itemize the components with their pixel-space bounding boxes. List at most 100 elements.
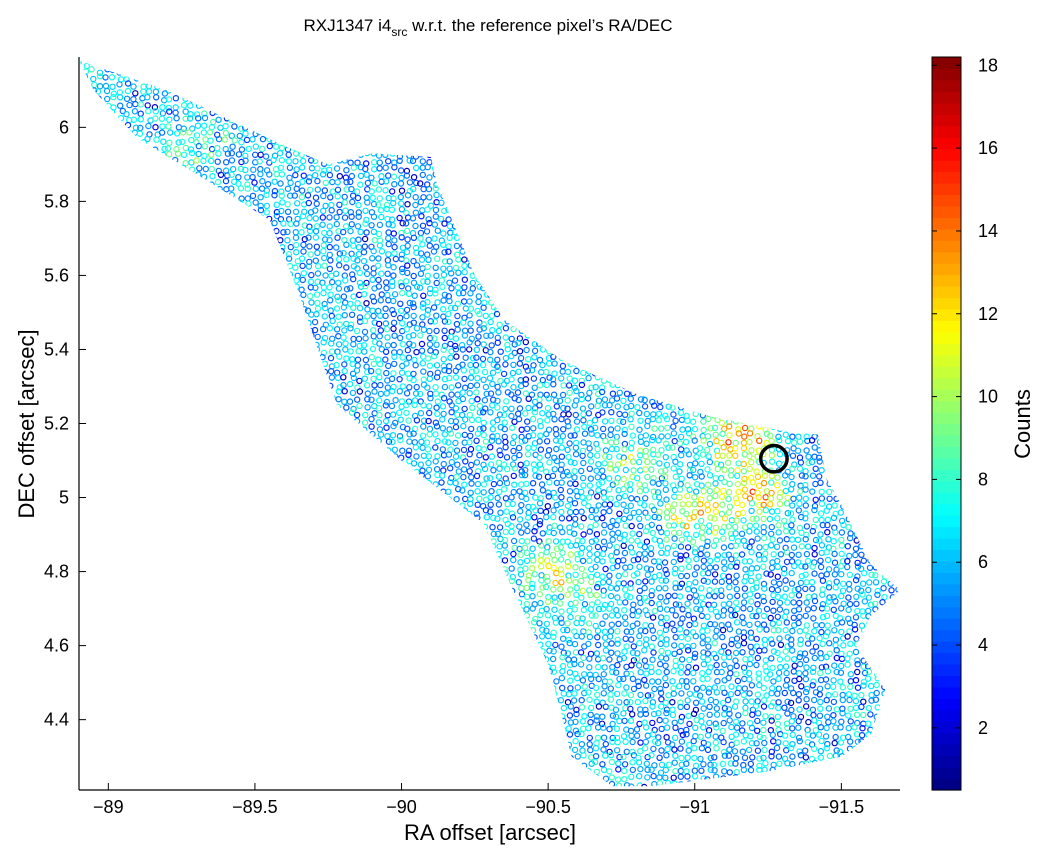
data-point (152, 257, 159, 264)
data-point (525, 243, 532, 250)
data-point (305, 319, 312, 327)
data-point (649, 227, 656, 234)
data-point (578, 75, 586, 82)
data-point (852, 276, 860, 283)
data-point (761, 60, 769, 68)
data-point (887, 67, 894, 75)
data-point (581, 249, 588, 256)
data-point (536, 249, 543, 256)
data-point (893, 111, 900, 118)
data-point (369, 276, 376, 283)
data-point (131, 278, 138, 285)
data-point (439, 115, 447, 123)
data-point (91, 96, 98, 103)
data-point (790, 320, 798, 327)
data-point (606, 114, 613, 122)
data-point (824, 286, 831, 293)
data-point (621, 207, 629, 214)
data-point (615, 81, 623, 89)
data-point (720, 229, 727, 236)
data-point (784, 89, 791, 97)
data-point (245, 332, 252, 340)
data-point (511, 181, 518, 189)
data-point (864, 286, 872, 294)
data-point (341, 75, 348, 83)
data-point (672, 304, 680, 311)
data-point (377, 206, 385, 214)
data-point (397, 167, 405, 174)
data-point (144, 61, 152, 68)
data-point (663, 108, 671, 116)
data-point (249, 292, 257, 299)
data-point (159, 82, 167, 89)
data-point (439, 173, 446, 181)
data-point (361, 88, 369, 95)
data-point (279, 104, 286, 111)
data-point (487, 292, 494, 299)
data-point (816, 94, 824, 102)
data-point (299, 104, 306, 112)
data-point (459, 174, 467, 181)
data-point (455, 192, 462, 200)
data-point (845, 170, 852, 178)
data-point (886, 110, 893, 118)
data-point (336, 250, 343, 257)
data-point (636, 272, 643, 280)
data-point (887, 186, 894, 193)
data-point (110, 136, 117, 143)
data-point (810, 221, 817, 229)
data-point (293, 166, 300, 173)
data-point (89, 341, 97, 349)
data-point (868, 201, 876, 209)
data-point (403, 227, 411, 235)
data-point (257, 228, 264, 236)
data-point (320, 242, 327, 249)
data-point (741, 187, 748, 194)
data-point (811, 129, 818, 136)
data-point (587, 206, 594, 213)
data-point (419, 304, 427, 311)
data-point (124, 206, 132, 213)
data-point (284, 185, 292, 192)
data-point (885, 209, 893, 216)
data-point (474, 207, 482, 215)
data-point (826, 327, 833, 335)
data-point (523, 271, 531, 278)
data-point (420, 185, 427, 193)
data-point (445, 318, 452, 326)
data-point (683, 272, 691, 279)
data-point (860, 144, 867, 151)
data-point (353, 327, 361, 335)
data-point (384, 342, 392, 349)
data-point (102, 82, 110, 90)
data-point (97, 290, 104, 297)
data-point (693, 299, 701, 306)
data-point (396, 214, 403, 222)
data-point (341, 125, 348, 132)
data-point (543, 319, 550, 326)
data-point (150, 250, 158, 258)
data-point (847, 277, 854, 284)
data-point (314, 186, 321, 193)
data-point (719, 165, 726, 172)
data-point (719, 83, 726, 91)
data-point (389, 96, 396, 104)
data-point (355, 130, 362, 137)
data-point (804, 215, 812, 223)
data-point (166, 185, 174, 192)
data-point (195, 341, 203, 348)
data-point (697, 174, 705, 181)
data-point (300, 248, 307, 255)
data-point (189, 67, 197, 74)
data-point (391, 88, 398, 95)
data-point (272, 321, 279, 328)
data-point (144, 107, 152, 115)
data-point (655, 250, 663, 258)
data-point (125, 241, 132, 248)
data-point (804, 234, 812, 242)
data-point (760, 256, 768, 263)
data-point (266, 76, 273, 83)
data-point (209, 340, 216, 347)
data-point (748, 75, 755, 83)
data-point (167, 313, 174, 321)
